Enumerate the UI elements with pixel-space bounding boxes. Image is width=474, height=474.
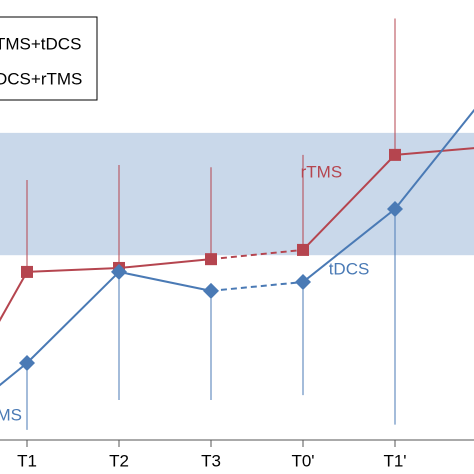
annotation: TMS — [0, 405, 22, 424]
line-segment — [118, 258, 212, 269]
x-tick-label: T0' — [291, 451, 314, 470]
line-segment — [26, 266, 120, 273]
marker — [19, 355, 35, 371]
x-tick-label: T2 — [109, 451, 129, 470]
reference-band — [0, 132, 474, 256]
marker — [21, 265, 33, 278]
marker — [297, 243, 309, 256]
marker — [387, 201, 403, 217]
line-segment — [210, 248, 304, 261]
x-tick-label: T3 — [201, 451, 221, 470]
marker — [111, 263, 127, 280]
marker — [203, 282, 219, 299]
line-segment — [0, 271, 28, 322]
band-layer — [0, 132, 474, 256]
legend-label: DCS+rTMS — [0, 69, 82, 88]
marker — [295, 274, 311, 291]
line-segment — [26, 271, 120, 364]
annotation: rTMS — [301, 162, 343, 181]
marker — [205, 253, 217, 266]
line-segment — [394, 108, 474, 210]
line-segment — [0, 362, 28, 387]
line-segment — [302, 208, 396, 283]
legend-label: TMS+tDCS — [0, 34, 81, 53]
x-tick-label: T1 — [17, 451, 37, 470]
line-segment — [118, 270, 212, 292]
line-segment — [302, 154, 396, 251]
x-tick-label: T1' — [383, 451, 406, 470]
marker — [389, 148, 401, 161]
line-segment — [210, 281, 304, 292]
annotation: tDCS — [329, 260, 370, 279]
legend-box — [0, 16, 98, 101]
